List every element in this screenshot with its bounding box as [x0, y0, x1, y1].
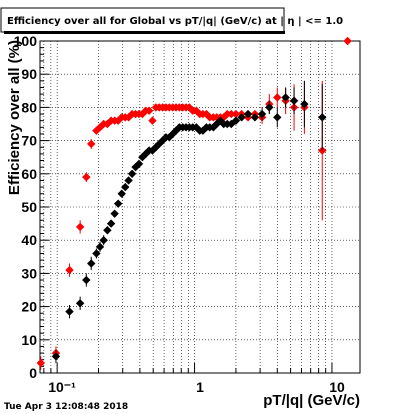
- data-point: [134, 159, 144, 169]
- data-point: [138, 109, 147, 119]
- tick-labels: 10⁻¹ 1 10 0 10 20 30 40 50 60 70 80 90 100: [14, 33, 345, 395]
- data-point: [231, 109, 241, 119]
- data-point: [318, 113, 327, 122]
- data-point: [148, 116, 157, 125]
- data-point: [113, 199, 123, 208]
- data-series: [36, 36, 352, 370]
- data-point: [106, 219, 116, 228]
- y-tick-label: 0: [29, 365, 37, 381]
- data-point: [121, 182, 130, 192]
- data-point: [243, 109, 253, 119]
- timestamp: Tue Apr 3 12:08:48 2018: [4, 402, 128, 412]
- x-tick-label-10: 10: [329, 379, 345, 395]
- y-tick-label: 20: [21, 299, 37, 315]
- data-point: [273, 93, 282, 102]
- data-point: [250, 113, 260, 122]
- data-point: [281, 93, 290, 102]
- y-tick-label: 80: [21, 99, 37, 115]
- data-point: [257, 109, 267, 119]
- y-axis-label: Efficiency over all (%): [6, 40, 23, 195]
- y-tick-label: 90: [21, 66, 37, 82]
- data-point: [99, 236, 108, 245]
- y-tick-label: 10: [21, 332, 37, 348]
- data-point: [117, 189, 126, 198]
- series-1: [51, 80, 327, 364]
- data-point: [127, 169, 137, 178]
- data-point: [103, 226, 112, 235]
- data-point: [273, 113, 282, 122]
- y-tick-label: 100: [14, 33, 38, 49]
- data-point: [75, 222, 85, 232]
- chart-title: Efficiency over all for Global vs pT/|q|…: [7, 16, 343, 27]
- data-point: [51, 352, 61, 361]
- data-point: [227, 119, 236, 129]
- y-tick-label: 60: [21, 166, 37, 182]
- data-point: [343, 36, 352, 46]
- data-point: [265, 103, 274, 112]
- data-point: [124, 176, 133, 185]
- y-tick-label: 30: [21, 265, 37, 281]
- data-point: [65, 307, 74, 316]
- data-point: [65, 265, 74, 275]
- data-point: [82, 275, 91, 285]
- y-tick-label: 50: [21, 199, 37, 215]
- data-point: [87, 259, 96, 268]
- x-tick-label-0p1: 10⁻¹: [48, 379, 76, 395]
- data-point: [289, 96, 299, 105]
- data-point: [227, 109, 236, 119]
- data-point: [92, 249, 101, 258]
- data-point: [231, 116, 241, 125]
- chart-title-box: Efficiency over all for Global vs pT/|q|…: [0, 7, 343, 34]
- data-point: [151, 143, 161, 152]
- data-point: [165, 133, 174, 142]
- axes: [40, 40, 333, 374]
- x-axis-label: pT/|q| (GeV/c): [263, 392, 360, 409]
- data-point: [113, 116, 123, 125]
- x-tick-label-1: 1: [196, 379, 204, 395]
- data-point: [110, 209, 119, 218]
- data-point: [87, 139, 96, 149]
- data-point: [209, 123, 218, 132]
- y-tick-label: 40: [21, 232, 37, 248]
- data-point: [237, 113, 246, 122]
- grid-lines: [40, 41, 360, 373]
- y-tick-label: 70: [21, 133, 37, 149]
- data-point: [36, 358, 45, 368]
- data-point: [300, 99, 309, 109]
- data-point: [75, 299, 85, 308]
- data-point: [95, 242, 105, 252]
- data-point: [82, 172, 91, 182]
- data-point: [144, 106, 154, 115]
